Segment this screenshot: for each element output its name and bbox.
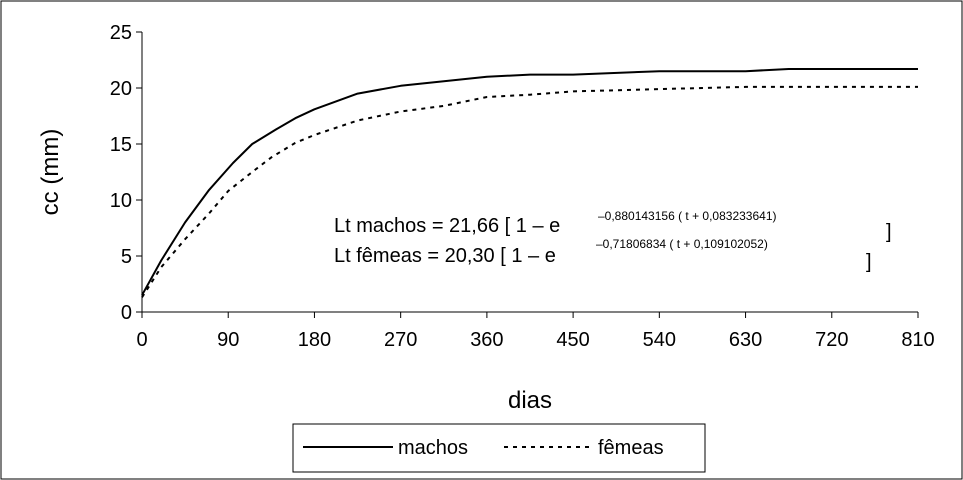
legend-label-machos: machos [398, 437, 468, 459]
y-tick-label: 10 [110, 190, 132, 212]
x-tick-label: 180 [298, 329, 331, 351]
equation-machos-exponent: –0,880143156 ( t + 0,083233641) [598, 209, 777, 223]
y-tick-label: 25 [110, 22, 132, 44]
equation-femeas-exponent: –0,71806834 ( t + 0,109102052) [596, 237, 768, 251]
legend: machos fêmeas [292, 423, 706, 473]
y-tick-label: 0 [121, 302, 132, 324]
x-axis-title: dias [508, 387, 552, 414]
y-ticks: 0 5 10 15 20 25 [110, 22, 142, 324]
legend-label-femeas: fêmeas [598, 437, 664, 459]
series-lines [141, 68, 918, 298]
y-axis-title: cc (mm) [37, 129, 64, 216]
x-ticks: 0 90 180 270 360 450 540 630 720 810 [136, 312, 935, 351]
equation-femeas-main: Lt fêmeas = 20,30 [ 1 – e [334, 245, 556, 267]
y-tick-label: 5 [121, 246, 132, 268]
equation-femeas-bracket: ] [866, 251, 872, 273]
x-tick-label: 90 [217, 329, 239, 351]
x-tick-label: 720 [815, 329, 848, 351]
series-line-machos [141, 68, 918, 296]
y-tick-label: 15 [110, 134, 132, 156]
y-tick-label: 20 [110, 78, 132, 100]
x-tick-label: 630 [729, 329, 762, 351]
equation-machos-bracket: ] [886, 221, 892, 243]
equation-femeas: Lt fêmeas = 20,30 [ 1 – e –0,71806834 ( … [334, 237, 872, 273]
equation-machos-main: Lt machos = 21,66 [ 1 – e [334, 215, 560, 237]
x-tick-label: 540 [643, 329, 676, 351]
x-tick-label: 0 [136, 329, 147, 351]
x-tick-label: 810 [901, 329, 934, 351]
x-tick-label: 270 [384, 329, 417, 351]
x-tick-label: 450 [556, 329, 589, 351]
equation-machos: Lt machos = 21,66 [ 1 – e –0,880143156 (… [334, 209, 892, 243]
x-tick-label: 360 [470, 329, 503, 351]
